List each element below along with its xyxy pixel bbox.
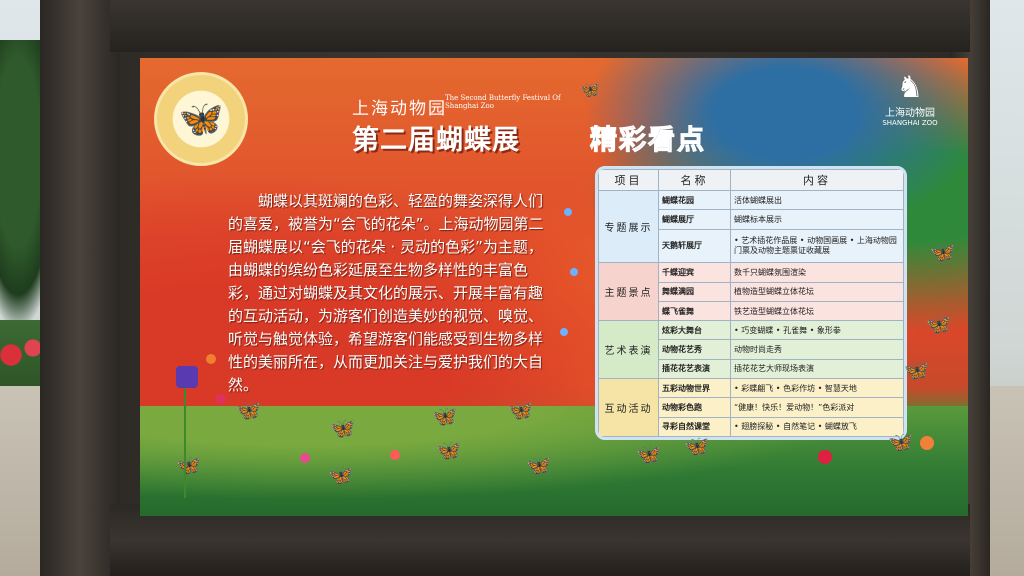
name-cell: 千蝶迎宾	[658, 262, 731, 283]
flower-icon	[560, 328, 568, 336]
name-cell: 舞蝶满园	[658, 281, 731, 302]
flower-icon	[570, 268, 578, 276]
name-cell: 插花花艺表演	[658, 358, 731, 380]
category-cell: 艺术表演	[598, 320, 659, 379]
content-cell: “健康！快乐！爱动物！”色彩派对	[730, 397, 904, 418]
butterfly-icon: 🦋	[580, 80, 600, 99]
highlights-title: 精彩看点	[590, 125, 706, 157]
content-cell: 数千只蝴蝶氛围渲染	[730, 262, 904, 283]
flower-icon	[818, 450, 832, 464]
zoo-logo-en: SHANGHAI ZOO	[882, 119, 938, 127]
butterfly-icon: 🦋	[888, 430, 913, 454]
category-cell: 互动活动	[598, 378, 659, 437]
butterfly-icon: 🦋	[236, 398, 261, 422]
content-cell: 铁艺造型蝴蝶立体花坛	[730, 300, 904, 322]
content-cell: 插花花艺大师现场表演	[730, 358, 904, 380]
exhibition-title: 第二届蝴蝶展	[352, 125, 520, 156]
butterfly-icon: 🦋	[684, 434, 709, 458]
header-item: 项目	[598, 169, 659, 191]
zoo-logo-cn: 上海动物园	[885, 108, 935, 119]
bottom-beam	[110, 504, 970, 576]
name-cell: 动物彩色跑	[658, 397, 731, 418]
flower-icon	[390, 450, 400, 460]
name-cell: 蝴蝶花园	[658, 189, 731, 211]
sign-panel: 🦋 上海动物园 The Second Butterfly Festival Of…	[140, 58, 968, 516]
name-cell: 寻彩自然课堂	[658, 416, 731, 437]
flower-icon	[300, 453, 310, 463]
header-name: 名称	[658, 169, 731, 191]
content-cell: 蝴蝶标本展示	[730, 209, 904, 230]
butterfly-icon: 🦋	[930, 240, 955, 264]
table-row: 蝶飞雀舞 铁艺造型蝴蝶立体花坛	[599, 300, 904, 322]
name-cell: 蝶飞雀舞	[658, 300, 731, 322]
category-cell: 主题景点	[598, 262, 659, 322]
table-header-row: 项目 名称 内容	[598, 169, 904, 191]
name-cell: 五彩动物世界	[658, 377, 731, 399]
content-cell: • 巧变蝴蝶 • 孔雀舞 • 象形拳	[730, 320, 904, 341]
flower-stem	[184, 378, 186, 498]
butterfly-icon: 🦋	[636, 442, 661, 466]
table-row: 天鹅轩展厅 • 艺术插花作品展 • 动物国画展 • 上海动物园门票及动物主题票证…	[599, 228, 904, 264]
name-cell: 动物花艺秀	[658, 339, 731, 360]
zoo-name-en: The Second Butterfly Festival Of Shangha…	[445, 94, 561, 110]
content-cell: • 翅膀探秘 • 自然笔记 • 蝴蝶放飞	[730, 416, 904, 437]
butterfly-icon: 🦋	[176, 453, 201, 477]
table-row: 蝴蝶展厅 蝴蝶标本展示	[599, 209, 904, 230]
table-row: 艺术表演 炫彩大舞台 • 巧变蝴蝶 • 孔雀舞 • 象形拳	[598, 320, 904, 379]
butterfly-icon: 🦋	[436, 438, 461, 462]
table-row: 动物花艺秀 动物时尚走秀	[599, 339, 904, 360]
flower-icon	[564, 208, 572, 216]
content-cell: 活体蝴蝶展出	[730, 189, 904, 211]
table-row: 舞蝶满园 植物造型蝴蝶立体花坛	[599, 281, 904, 302]
butterfly-icon: 🦋	[926, 312, 951, 336]
flower-icon	[216, 394, 226, 404]
butterfly-icon: 🦋	[330, 416, 355, 440]
zoo-name-cn: 上海动物园	[352, 99, 447, 119]
butterfly-emblem-icon: 🦋	[154, 72, 248, 166]
zoo-logo-icon: ♞	[896, 70, 924, 105]
table-row: 互动活动 五彩动物世界 • 彩蝶翩飞 • 色彩作坊 • 智慧天地	[598, 377, 904, 437]
header-content: 内容	[730, 169, 904, 191]
highlights-table: 项目 名称 内容 专题展示 蝴蝶花园 活体蝴蝶展出 蝴蝶展厅 蝴蝶标本展示 天鹅…	[595, 166, 907, 440]
table-row: 专题展示 蝴蝶花园 活体蝴蝶展出	[598, 189, 904, 264]
shanghai-zoo-logo: ♞ 上海动物园 SHANGHAI ZOO	[870, 70, 950, 128]
content-cell: 动物时尚走秀	[730, 339, 904, 360]
table-row: 动物彩色跑 “健康！快乐！爱动物！”色彩派对	[599, 397, 904, 418]
left-post	[40, 0, 120, 576]
category-cell: 专题展示	[598, 189, 659, 264]
butterfly-icon: 🦋	[526, 453, 551, 477]
butterfly-icon: 🦋	[328, 463, 353, 487]
content-cell: • 彩蝶翩飞 • 色彩作坊 • 智慧天地	[730, 377, 904, 399]
content-cell: 植物造型蝴蝶立体花坛	[730, 281, 904, 302]
flower-icon	[206, 354, 216, 364]
intro-paragraph: 蝴蝶以其斑斓的色彩、轻盈的舞姿深得人们的喜爱，被誉为“会飞的花朵”。上海动物园第…	[228, 192, 544, 394]
table-row: 寻彩自然课堂 • 翅膀探秘 • 自然笔记 • 蝴蝶放飞	[599, 416, 904, 437]
name-cell: 蝴蝶展厅	[658, 209, 731, 230]
butterfly-icon: 🦋	[432, 404, 457, 428]
table-row: 主题景点 千蝶迎宾 数千只蝴蝶氛围渲染	[598, 262, 904, 322]
name-cell: 天鹅轩展厅	[658, 228, 731, 264]
butterfly-icon: 🦋	[508, 398, 533, 422]
top-beam	[110, 0, 970, 52]
flower-icon	[920, 436, 934, 450]
content-cell: • 艺术插花作品展 • 动物国画展 • 上海动物园门票及动物主题票证收藏展	[730, 228, 904, 264]
butterfly-icon: 🦋	[904, 358, 929, 382]
tulip-icon	[176, 366, 198, 388]
name-cell: 炫彩大舞台	[658, 320, 731, 341]
